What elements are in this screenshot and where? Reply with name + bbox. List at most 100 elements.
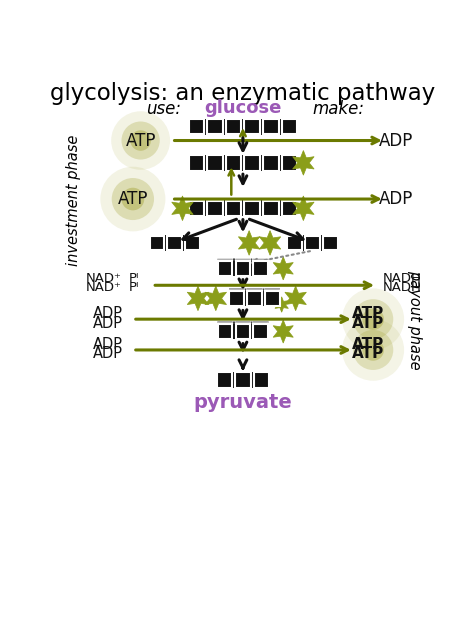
Text: ADP: ADP xyxy=(93,315,123,331)
Circle shape xyxy=(353,330,393,370)
Text: ATP: ATP xyxy=(352,315,384,331)
Bar xyxy=(218,260,268,276)
Polygon shape xyxy=(275,297,288,312)
Text: investment phase: investment phase xyxy=(66,135,81,266)
Bar xyxy=(229,289,244,304)
Bar xyxy=(216,372,270,388)
Bar xyxy=(265,291,280,306)
Bar xyxy=(263,119,279,135)
Text: glycolysis: an enzymatic pathway: glycolysis: an enzymatic pathway xyxy=(50,82,436,105)
Circle shape xyxy=(362,339,384,361)
Bar xyxy=(282,155,297,171)
Text: pyruvate: pyruvate xyxy=(193,393,292,412)
Bar xyxy=(218,261,232,276)
Bar xyxy=(254,322,268,337)
Bar xyxy=(263,200,279,216)
Bar xyxy=(229,288,244,303)
Bar xyxy=(254,261,268,276)
Bar xyxy=(218,258,268,273)
Bar xyxy=(236,260,250,274)
Bar xyxy=(265,289,280,304)
Bar xyxy=(218,260,232,274)
Text: NADH: NADH xyxy=(383,281,422,294)
Bar xyxy=(207,119,223,135)
Bar xyxy=(282,119,297,135)
Bar xyxy=(236,321,250,336)
Polygon shape xyxy=(273,320,293,343)
Bar xyxy=(229,291,244,306)
Bar xyxy=(149,235,201,251)
Bar xyxy=(245,119,260,135)
Polygon shape xyxy=(292,196,314,221)
Text: ADP: ADP xyxy=(93,346,123,362)
Polygon shape xyxy=(285,286,306,311)
Text: ADP: ADP xyxy=(93,337,123,352)
Circle shape xyxy=(100,167,165,231)
Bar xyxy=(188,119,298,135)
Text: ADP: ADP xyxy=(379,190,413,208)
Bar xyxy=(254,258,268,272)
Text: Pᴵ: Pᴵ xyxy=(129,272,139,285)
Bar xyxy=(218,322,268,337)
Circle shape xyxy=(112,178,154,220)
Bar xyxy=(254,260,268,274)
Text: glucose: glucose xyxy=(204,99,282,117)
Bar xyxy=(247,291,262,306)
Polygon shape xyxy=(187,286,209,311)
Bar xyxy=(218,324,268,339)
Bar xyxy=(188,200,298,216)
Text: ATP: ATP xyxy=(352,307,384,321)
Bar xyxy=(229,288,280,303)
Bar xyxy=(189,200,204,216)
Bar xyxy=(323,236,338,250)
Bar xyxy=(236,324,250,339)
Text: ATP: ATP xyxy=(352,337,384,352)
Polygon shape xyxy=(273,257,293,280)
Bar xyxy=(229,291,280,306)
Circle shape xyxy=(121,121,160,159)
Bar xyxy=(149,236,164,250)
Polygon shape xyxy=(259,231,281,255)
Bar xyxy=(217,372,232,387)
Bar xyxy=(236,261,250,276)
Bar xyxy=(254,372,269,387)
Circle shape xyxy=(130,130,151,151)
Bar xyxy=(188,155,298,171)
Bar xyxy=(207,200,223,216)
Bar xyxy=(218,258,232,272)
Bar xyxy=(254,321,268,336)
Text: ADP: ADP xyxy=(93,307,123,321)
Text: make:: make: xyxy=(312,100,364,118)
Bar xyxy=(218,324,232,339)
Bar xyxy=(236,322,250,337)
Text: ATP: ATP xyxy=(118,190,148,208)
Text: payout phase: payout phase xyxy=(407,270,422,370)
Text: ATP: ATP xyxy=(352,346,384,362)
Circle shape xyxy=(362,308,384,330)
Bar xyxy=(245,155,260,171)
Circle shape xyxy=(353,299,393,339)
Polygon shape xyxy=(172,196,193,221)
Bar xyxy=(282,200,297,216)
Bar xyxy=(226,200,241,216)
Polygon shape xyxy=(238,231,260,255)
Text: NAD⁺: NAD⁺ xyxy=(85,272,121,285)
Bar xyxy=(265,288,280,303)
Bar xyxy=(226,155,241,171)
Bar xyxy=(254,324,268,339)
Bar xyxy=(226,119,241,135)
Bar xyxy=(189,119,204,135)
Bar xyxy=(218,321,232,336)
Text: NAD⁺: NAD⁺ xyxy=(85,281,121,294)
Polygon shape xyxy=(292,150,314,175)
Bar xyxy=(247,289,262,304)
Bar xyxy=(218,320,268,336)
Bar xyxy=(235,372,251,387)
Circle shape xyxy=(121,188,144,210)
Circle shape xyxy=(111,111,170,170)
Polygon shape xyxy=(205,286,227,311)
Circle shape xyxy=(342,319,404,380)
Bar xyxy=(247,288,262,303)
Bar xyxy=(229,289,280,305)
Bar xyxy=(218,259,268,274)
